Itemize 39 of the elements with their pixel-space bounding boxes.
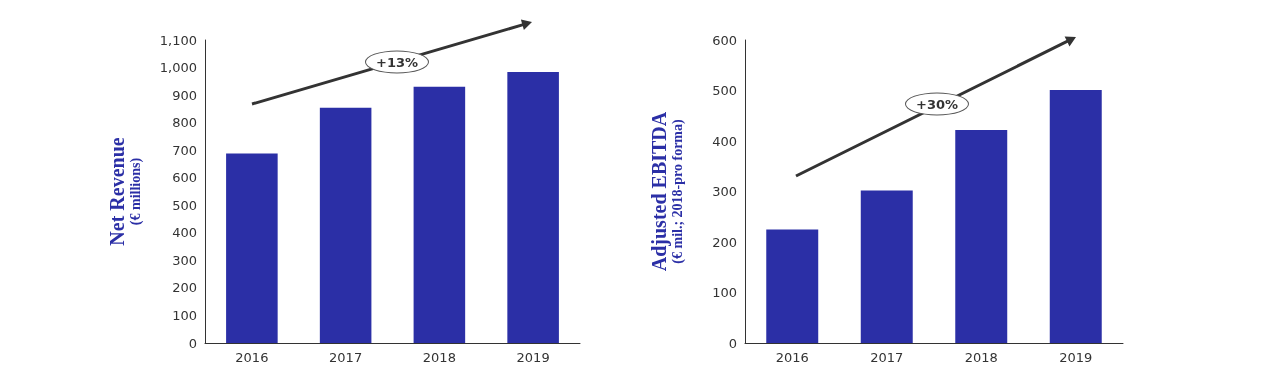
x-tick-label: 2018 (422, 350, 456, 365)
y-tick-label: 500 (172, 197, 197, 213)
annotation: +30% (904, 92, 970, 116)
y-tick-label: 600 (172, 170, 197, 186)
y-axis-title: Net Revenue (€ millions) (106, 137, 144, 246)
bar (860, 190, 913, 343)
y-tick-label: 0 (728, 335, 737, 351)
x-tick-label: 2016 (775, 350, 809, 365)
annotation: +13% (364, 50, 430, 74)
bar (226, 153, 278, 343)
y-tick-label: 800 (172, 115, 197, 131)
y-tick-label: 500 (712, 83, 737, 98)
x-tick-label: 2017 (329, 350, 363, 365)
bar (413, 86, 466, 343)
y-tick-label: 400 (172, 225, 197, 241)
x-tick-label: 2019 (1059, 350, 1093, 365)
y-tick-label: 0 (188, 335, 197, 351)
y-tick-label: 300 (172, 252, 197, 268)
x-tick-label: 2016 (235, 350, 269, 365)
bar (955, 129, 1008, 343)
y-tick-label: 200 (712, 234, 737, 250)
y-tick-label: 900 (172, 87, 197, 103)
y-tick-label: 600 (712, 32, 737, 48)
y-axis-title: Adjusted EBITDA (€ mil.; 2018-pro forma) (648, 111, 686, 272)
y-tick-label: 1,000 (159, 60, 197, 76)
x-tick-label: 2017 (870, 350, 904, 365)
x-tick-label: 2018 (964, 350, 998, 365)
x-tick-label: 2019 (516, 350, 550, 365)
y-tick-label: 1,100 (159, 32, 197, 48)
bar (319, 107, 372, 343)
bar (766, 229, 819, 343)
y-tick-label: 400 (712, 133, 737, 149)
y-tick-label: 700 (172, 142, 197, 158)
bar (507, 71, 559, 343)
bar (1049, 90, 1102, 343)
y-tick-label: 300 (712, 184, 737, 199)
y-tick-label: 100 (712, 285, 737, 300)
y-tick-label: 200 (172, 280, 197, 296)
y-tick-label: 100 (172, 307, 197, 323)
